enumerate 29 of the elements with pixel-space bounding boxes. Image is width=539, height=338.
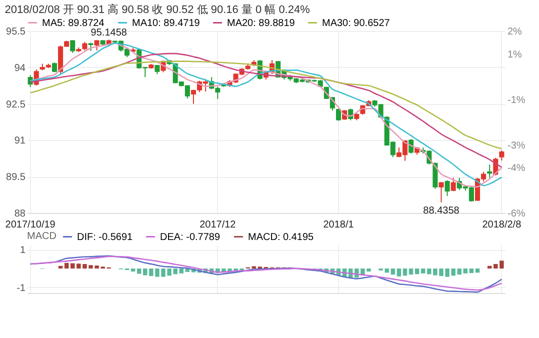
y2-tick-label: -3% xyxy=(508,140,526,152)
y-tick-label: -1 xyxy=(16,282,26,294)
annotation: 88.4358 xyxy=(423,205,460,216)
x-tick-label: 2018/2/8 xyxy=(482,220,522,230)
legend-label: MACD: 0.4195 xyxy=(248,232,314,243)
y-tick-label: 88 xyxy=(14,208,26,220)
y2-tick-label: -4% xyxy=(508,163,526,174)
series-label: MA5: 89.8724 xyxy=(42,18,105,29)
y-tick-label: 94 xyxy=(14,62,26,74)
x-tick-label: 2017/12 xyxy=(200,220,236,230)
y-tick-label: 95.5 xyxy=(6,26,26,38)
y2-tick-label: -6% xyxy=(508,208,526,220)
y-tick-label: 91 xyxy=(14,136,26,147)
y-tick-label: 89.5 xyxy=(6,172,26,184)
x-tick-label: 2018/1 xyxy=(323,220,354,230)
y2-tick-label: 1% xyxy=(508,49,522,60)
legend-label: MA10: 89.4719 xyxy=(132,18,200,29)
legend-title: MACD xyxy=(27,231,56,242)
y2-tick-label: 2% xyxy=(508,26,522,38)
x-tick-label: 2017/10/19 xyxy=(5,220,56,230)
chart-title: 2018/02/08 开 90.31 高 90.58 收 90.52 低 90.16 量 0 幅 0.24% xyxy=(4,3,310,16)
legend-label: MA20: 89.8819 xyxy=(227,18,296,29)
legend-label: MA30: 90.6527 xyxy=(322,18,390,29)
y-tick-label: 1 xyxy=(20,245,26,256)
legend-label: DIF: -0.5691 xyxy=(77,232,134,243)
legend-label: DEA: -0.7789 xyxy=(160,232,220,243)
y-tick-label: 92.5 xyxy=(6,99,26,110)
annotation: 95.1458 xyxy=(90,28,128,39)
y2-tick-label: -1% xyxy=(508,94,526,106)
